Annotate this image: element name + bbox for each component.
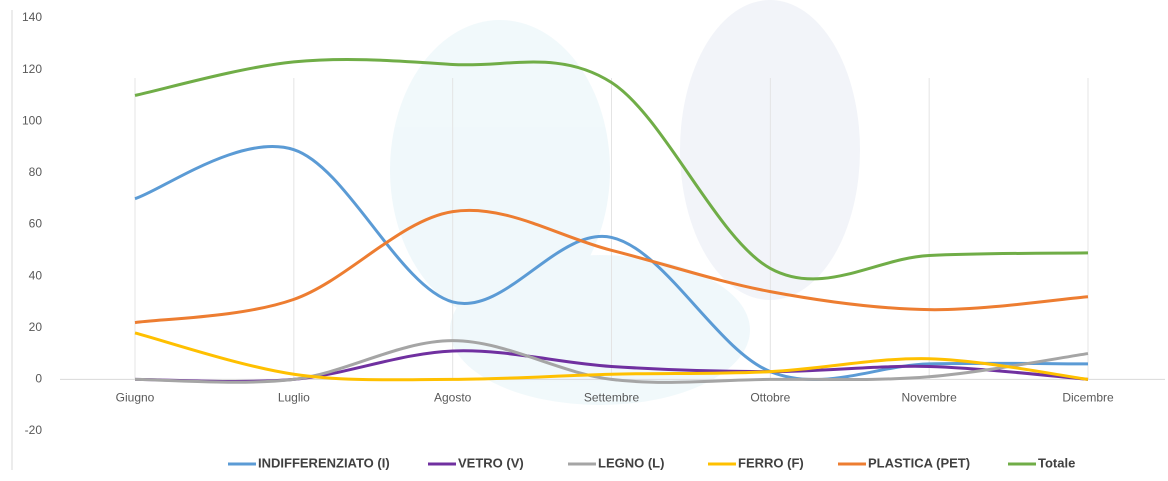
series-line (134, 331, 1089, 382)
y-tick-label: 0 (35, 372, 42, 386)
y-tick-label: 80 (29, 165, 43, 179)
y-tick-label: 100 (22, 113, 42, 127)
y-tick-label: 120 (22, 62, 42, 76)
series-line (134, 145, 1089, 382)
legend-label: INDIFFERENZIATO (I) (258, 455, 390, 470)
y-tick-label: 60 (29, 217, 43, 231)
y-tick-label: -20 (25, 423, 43, 437)
legend-label: VETRO (V) (458, 455, 524, 470)
x-tick-label: Novembre (901, 391, 957, 405)
x-tick-label: Settembre (584, 391, 640, 405)
x-tick-label: Luglio (278, 391, 310, 405)
x-tick-label: Giugno (116, 391, 155, 405)
x-tick-label: Ottobre (750, 391, 790, 405)
x-tick-label: Agosto (434, 391, 472, 405)
legend-label: PLASTICA (PET) (868, 455, 970, 470)
y-tick-label: 20 (29, 320, 43, 334)
y-tick-label: 140 (22, 10, 42, 24)
x-tick-label: Dicembre (1062, 391, 1114, 405)
series-line (134, 339, 1089, 384)
legend-label: Totale (1038, 455, 1075, 470)
legend-label: FERRO (F) (738, 455, 804, 470)
watermark (390, 0, 860, 405)
series-line (134, 208, 1089, 325)
y-tick-label: 40 (29, 268, 43, 282)
series-line (134, 58, 1089, 281)
legend-label: LEGNO (L) (598, 455, 664, 470)
